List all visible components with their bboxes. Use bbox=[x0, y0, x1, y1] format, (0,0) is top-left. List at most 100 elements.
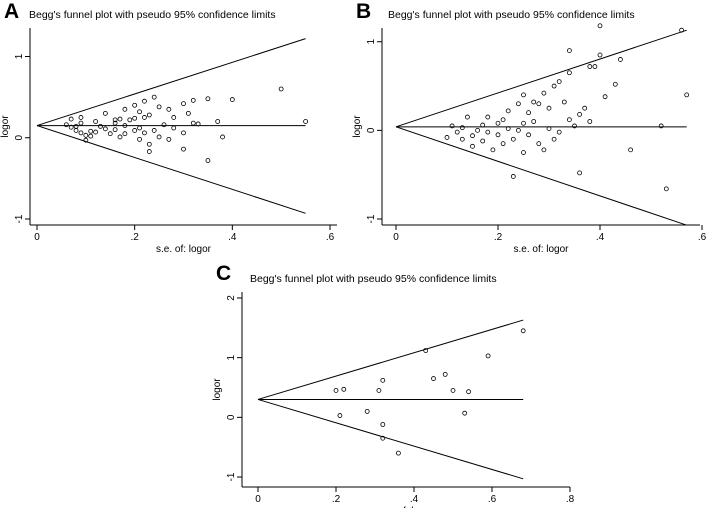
data-point bbox=[78, 115, 84, 120]
data-point bbox=[466, 389, 472, 395]
data-point bbox=[526, 132, 531, 138]
panel-label-a: A bbox=[4, 0, 20, 23]
data-point bbox=[303, 119, 308, 124]
data-point bbox=[102, 126, 108, 132]
data-point bbox=[531, 99, 537, 105]
data-point bbox=[83, 137, 89, 143]
data-point bbox=[582, 105, 588, 111]
x-axis-title: s.e. of: logor bbox=[513, 244, 569, 255]
data-point bbox=[171, 125, 177, 131]
data-point bbox=[663, 186, 669, 192]
data-point bbox=[341, 386, 347, 392]
data-point bbox=[500, 117, 506, 123]
data-point bbox=[151, 128, 157, 133]
data-point bbox=[88, 133, 94, 139]
data-point bbox=[137, 125, 142, 131]
panel-label-c: C bbox=[216, 262, 232, 285]
data-point bbox=[587, 119, 593, 124]
data-point bbox=[83, 132, 89, 138]
data-point bbox=[587, 64, 593, 69]
y-axis-title: logor bbox=[352, 115, 363, 138]
data-point bbox=[333, 388, 339, 393]
lower-confidence-limit bbox=[395, 126, 687, 226]
data-point bbox=[423, 348, 429, 353]
data-point bbox=[505, 108, 511, 114]
data-point bbox=[572, 123, 577, 129]
data-point bbox=[395, 450, 401, 456]
x-tick-label: 0 bbox=[34, 232, 40, 243]
data-point bbox=[551, 136, 557, 142]
data-point bbox=[364, 408, 370, 414]
data-point bbox=[190, 120, 196, 126]
data-point bbox=[137, 109, 142, 115]
data-point bbox=[577, 112, 582, 117]
data-point bbox=[215, 119, 221, 124]
data-point bbox=[171, 115, 177, 120]
data-point bbox=[462, 410, 468, 416]
data-point bbox=[151, 94, 157, 100]
y-tick-label: 0 bbox=[366, 127, 377, 133]
data-point bbox=[380, 422, 386, 427]
y-tick-label: 1 bbox=[226, 354, 237, 360]
data-point bbox=[520, 328, 526, 334]
y-tick-label: -1 bbox=[14, 214, 25, 223]
y-tick-label: 1 bbox=[14, 53, 25, 59]
data-point bbox=[628, 147, 633, 153]
x-axis-title: s.e. of: logor bbox=[378, 506, 434, 508]
data-point bbox=[205, 96, 211, 102]
data-point bbox=[597, 23, 603, 29]
data-point bbox=[485, 129, 491, 135]
data-point bbox=[380, 435, 386, 441]
data-point bbox=[112, 127, 118, 133]
data-point bbox=[567, 70, 572, 76]
chart-title: Begg's funnel plot with pseudo 95% confi… bbox=[250, 273, 497, 285]
upper-confidence-limit bbox=[257, 319, 524, 400]
data-point bbox=[93, 119, 98, 124]
data-point bbox=[459, 125, 465, 131]
data-point bbox=[185, 110, 191, 116]
data-point bbox=[536, 141, 542, 147]
y-tick-label: -1 bbox=[226, 472, 237, 481]
x-tick-label: .2 bbox=[332, 494, 341, 505]
data-point bbox=[88, 128, 94, 134]
data-point bbox=[98, 123, 103, 129]
data-point bbox=[122, 106, 128, 112]
data-point bbox=[516, 101, 521, 107]
data-point bbox=[102, 110, 108, 116]
data-point bbox=[78, 130, 84, 136]
data-point bbox=[567, 117, 572, 123]
data-point bbox=[156, 134, 162, 140]
data-point bbox=[490, 147, 496, 153]
data-point bbox=[551, 83, 557, 89]
data-point bbox=[470, 143, 475, 149]
data-point bbox=[146, 112, 152, 118]
data-point bbox=[181, 101, 186, 107]
data-point bbox=[442, 371, 448, 377]
data-point bbox=[531, 119, 537, 124]
data-point bbox=[475, 127, 481, 133]
data-point bbox=[93, 129, 98, 135]
data-point bbox=[112, 117, 118, 123]
data-point bbox=[181, 146, 186, 152]
x-tick-label: .2 bbox=[494, 232, 503, 243]
data-point bbox=[567, 48, 572, 53]
data-point bbox=[132, 128, 138, 133]
data-point bbox=[450, 388, 456, 393]
upper-confidence-limit bbox=[395, 29, 687, 128]
data-point bbox=[220, 134, 225, 140]
x-tick-label: 0 bbox=[393, 232, 399, 243]
upper-confidence-limit bbox=[36, 38, 306, 127]
data-point bbox=[495, 132, 501, 138]
data-point bbox=[556, 129, 562, 135]
y-axis-title: logor bbox=[0, 115, 11, 138]
lower-confidence-limit bbox=[257, 398, 524, 480]
data-point bbox=[577, 170, 582, 176]
data-point bbox=[546, 126, 552, 131]
data-point bbox=[459, 136, 465, 142]
data-point bbox=[510, 174, 516, 179]
data-point bbox=[480, 138, 486, 144]
x-tick-label: 0 bbox=[255, 494, 261, 505]
